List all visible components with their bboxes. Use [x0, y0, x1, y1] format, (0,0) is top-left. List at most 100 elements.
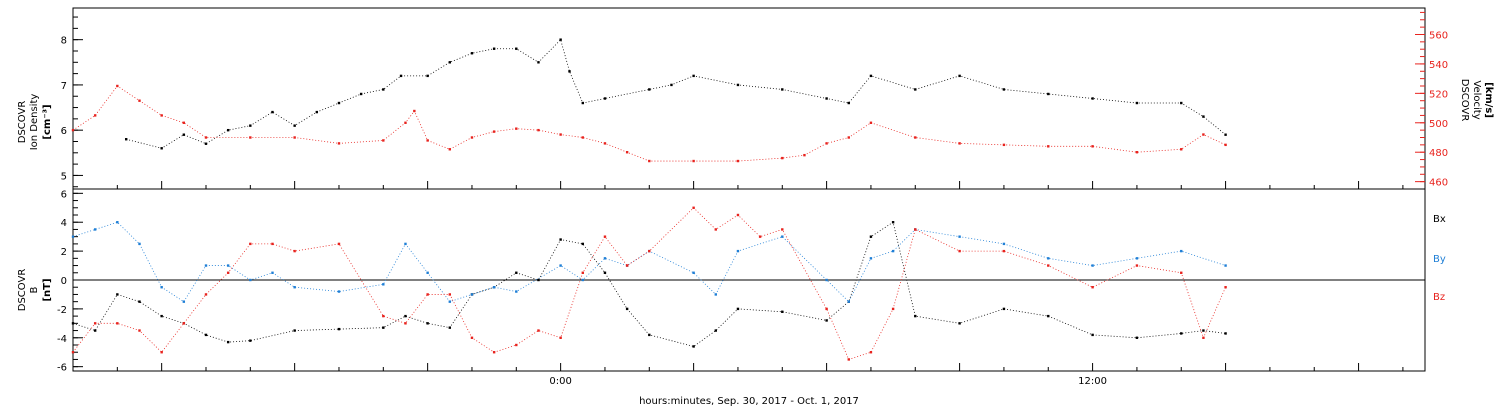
density-axis: 5 6 7 8 — [61, 16, 83, 188]
bx-trace — [72, 221, 1226, 347]
velocity-tick-label: 560 — [1429, 30, 1448, 41]
by-point — [138, 242, 141, 246]
velocity-point — [382, 139, 385, 142]
density-point — [293, 124, 296, 127]
field-label-line1: DSCOVR — [17, 269, 28, 312]
legend-bz: Bz — [1433, 292, 1445, 303]
velocity-point — [1180, 148, 1183, 151]
by-point — [825, 278, 828, 282]
density-point — [1002, 88, 1006, 91]
density-point — [869, 74, 873, 78]
density-point — [914, 88, 917, 91]
velocity-label-line2: Velocity — [1471, 80, 1482, 119]
density-point — [1091, 97, 1094, 100]
field-tick-label: -2 — [57, 305, 67, 316]
bz-point — [382, 314, 385, 318]
bx-point — [714, 329, 717, 332]
x-axis-label: hours:minutes, Sep. 30, 2017 - Oct. 1, 2… — [639, 396, 859, 407]
density-point — [271, 110, 274, 114]
bx-point — [692, 345, 695, 348]
bx-point — [337, 327, 341, 331]
by-point — [1135, 257, 1139, 260]
plasma-time-axis — [116, 181, 1404, 189]
density-point — [399, 74, 403, 78]
density-point — [568, 70, 571, 73]
by-point — [1047, 257, 1050, 260]
bz-point — [625, 264, 629, 267]
bz-point — [116, 322, 119, 325]
velocity-point — [537, 128, 540, 132]
density-point — [1224, 133, 1227, 136]
bx-point — [958, 322, 961, 325]
bx-point — [249, 339, 252, 342]
bz-point — [559, 336, 562, 339]
bx-point — [93, 329, 97, 332]
field-tick-label: 0 — [61, 276, 67, 287]
bz-point — [648, 249, 651, 253]
velocity-tick-label: 540 — [1429, 60, 1448, 71]
density-point — [226, 128, 230, 132]
velocity-point — [492, 130, 496, 133]
bz-point — [581, 271, 584, 274]
bz-point — [537, 329, 540, 332]
density-point — [1202, 115, 1205, 118]
density-point — [559, 38, 562, 41]
density-point — [448, 61, 452, 64]
velocity-point — [160, 114, 163, 117]
field-tick-label: 4 — [61, 218, 67, 229]
by-point — [515, 290, 518, 293]
bz-point — [758, 235, 762, 238]
by-point — [382, 283, 385, 286]
bx-point — [603, 271, 607, 274]
by-point — [1091, 264, 1094, 267]
density-point — [515, 47, 518, 50]
density-point — [1047, 92, 1050, 96]
velocity-trace — [72, 85, 1226, 162]
density-point — [603, 97, 607, 100]
by-point — [559, 264, 562, 267]
field-label-line2: B — [29, 286, 40, 293]
bx-point — [869, 235, 873, 238]
bx-point — [581, 242, 584, 246]
bz-point — [781, 228, 784, 231]
bx-point — [648, 333, 651, 337]
bx-point — [1091, 333, 1094, 337]
bz-point — [337, 242, 341, 246]
velocity-tick-label: 460 — [1429, 178, 1448, 189]
bx-point — [914, 314, 917, 318]
field-panel: -6 -4 -2 0 2 4 6 DSCOVR B [nT] Bx By Bz — [17, 188, 1446, 374]
density-point — [1135, 101, 1139, 105]
velocity-tick-label: 480 — [1429, 148, 1448, 159]
bx-point — [625, 307, 629, 311]
density-tick-label: 5 — [61, 171, 67, 182]
bz-point — [914, 228, 917, 231]
bz-point — [249, 242, 252, 246]
density-tick-label: 6 — [61, 126, 67, 137]
bx-point — [204, 333, 208, 337]
bx-point — [1180, 332, 1183, 335]
velocity-point — [337, 142, 341, 145]
velocity-point — [603, 142, 607, 145]
velocity-point — [581, 136, 584, 139]
bx-point — [116, 293, 119, 296]
velocity-label-unit: [km/s] — [1483, 82, 1494, 118]
bz-point — [1002, 249, 1006, 253]
bx-point — [293, 329, 296, 332]
bz-point — [426, 293, 429, 296]
velocity-label-line1: DSCOVR — [1459, 79, 1470, 122]
plasma-panel: 5 6 7 8 460 480 500 520 540 560 DSCOVR Ion Densi… — [17, 7, 1494, 190]
bz-point — [515, 343, 518, 347]
by-point — [293, 286, 296, 289]
velocity-point — [1224, 143, 1227, 147]
by-point — [93, 228, 97, 231]
velocity-point — [182, 121, 186, 124]
density-point — [847, 101, 850, 105]
plasma-panel-frame — [72, 7, 1426, 190]
velocity-point — [1135, 151, 1139, 154]
bx-point — [71, 322, 75, 325]
by-trace — [72, 221, 1226, 303]
velocity-point — [1202, 133, 1205, 136]
bz-point — [160, 351, 163, 354]
velocity-point — [825, 142, 828, 145]
